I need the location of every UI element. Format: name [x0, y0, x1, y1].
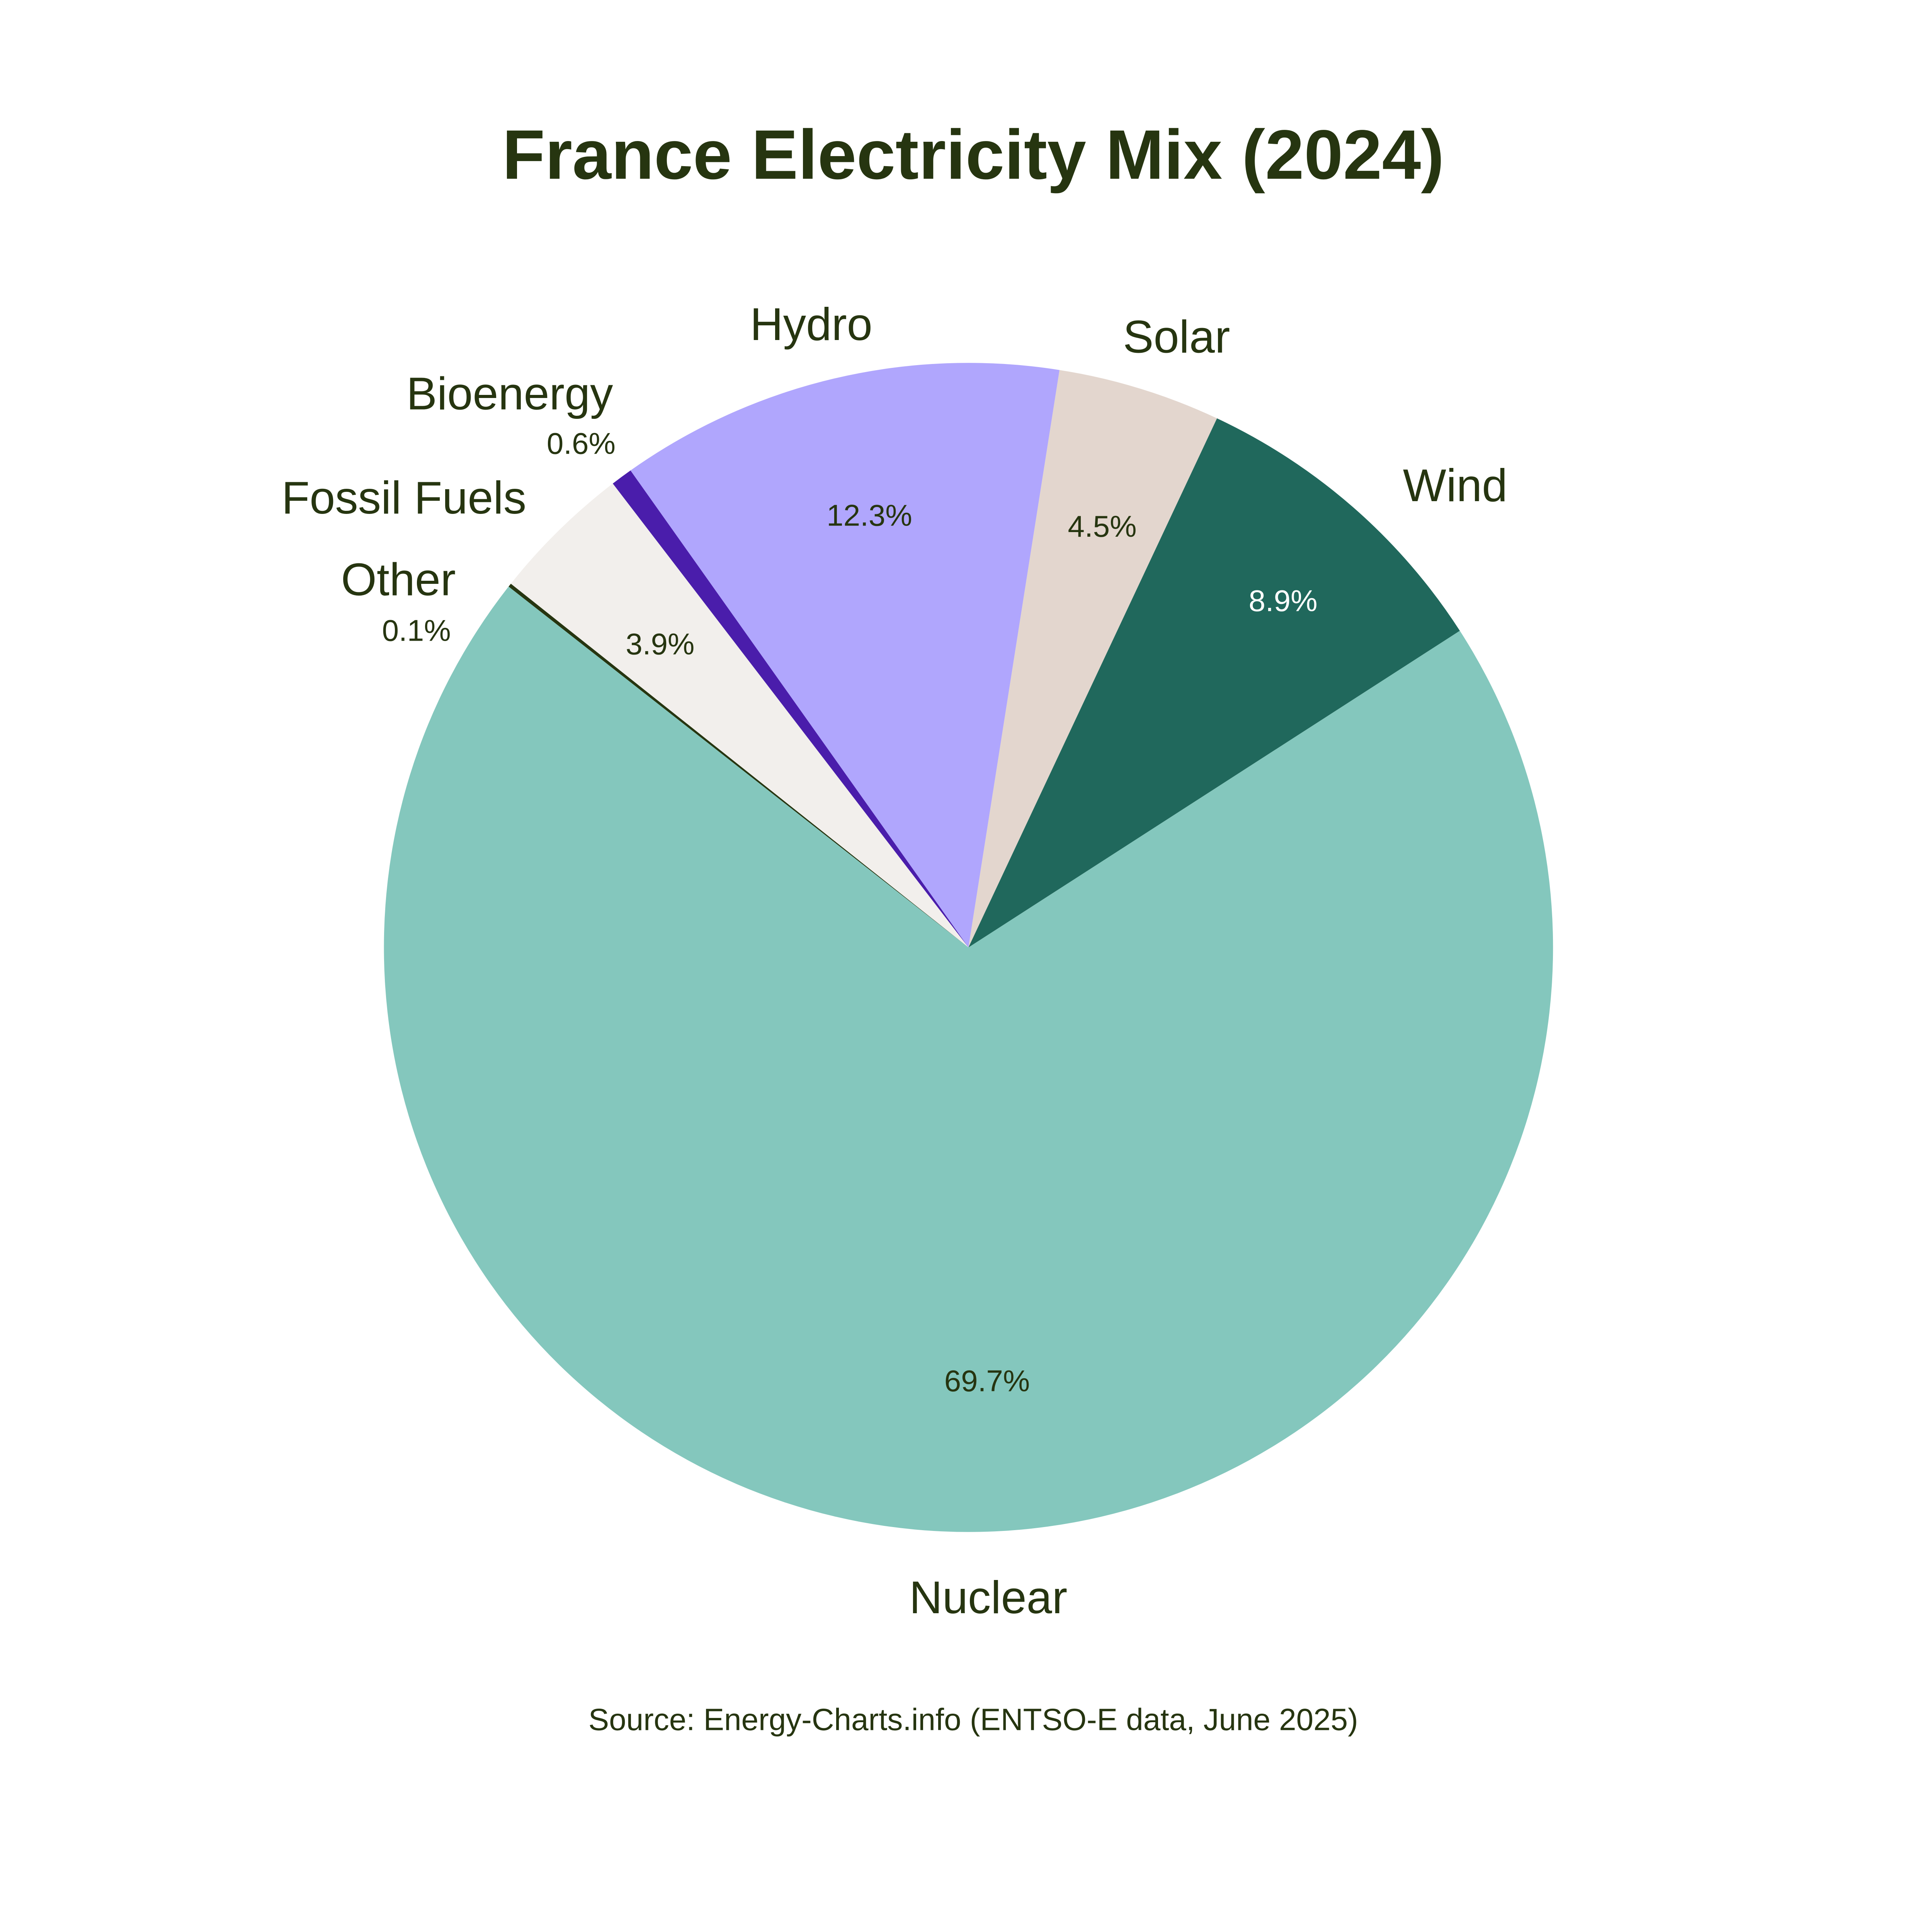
- slice-label-bioenergy: Bioenergy: [406, 368, 613, 420]
- pie-slice-solar: [968, 370, 1217, 947]
- slice-label-hydro: Hydro: [750, 299, 872, 350]
- pie-slice-wind: [968, 418, 1460, 947]
- slice-pct-fossil-fuels: 3.9%: [626, 627, 694, 661]
- slice-pct-solar: 4.5%: [1068, 509, 1137, 543]
- slice-label-wind: Wind: [1403, 460, 1508, 511]
- slice-label-nuclear: Nuclear: [909, 1572, 1067, 1623]
- slice-pct-bioenergy: 0.6%: [547, 426, 616, 460]
- chart-source: Source: Energy-Charts.info (ENTSO-E data…: [588, 1702, 1358, 1737]
- pie-slice-other: [509, 583, 969, 947]
- slice-pct-nuclear: 69.7%: [944, 1364, 1030, 1398]
- pie-slice-bioenergy: [612, 470, 969, 947]
- slice-pct-other: 0.1%: [382, 613, 451, 647]
- slice-label-fossil-fuels: Fossil Fuels: [282, 472, 526, 524]
- chart-title: France Electricity Mix (2024): [502, 116, 1444, 194]
- pie-slice-hydro: [630, 363, 1060, 947]
- slice-label-solar: Solar: [1123, 311, 1230, 362]
- pie-chart: France Electricity Mix (2024) Nuclear 69.…: [282, 116, 1553, 1737]
- pie-slice-nuclear: [384, 587, 1553, 1532]
- pie-slice-fossil-fuels: [511, 483, 969, 947]
- slice-pct-wind: 8.9%: [1248, 583, 1317, 617]
- slice-pct-hydro: 12.3%: [827, 498, 912, 532]
- slice-label-other: Other: [341, 554, 456, 605]
